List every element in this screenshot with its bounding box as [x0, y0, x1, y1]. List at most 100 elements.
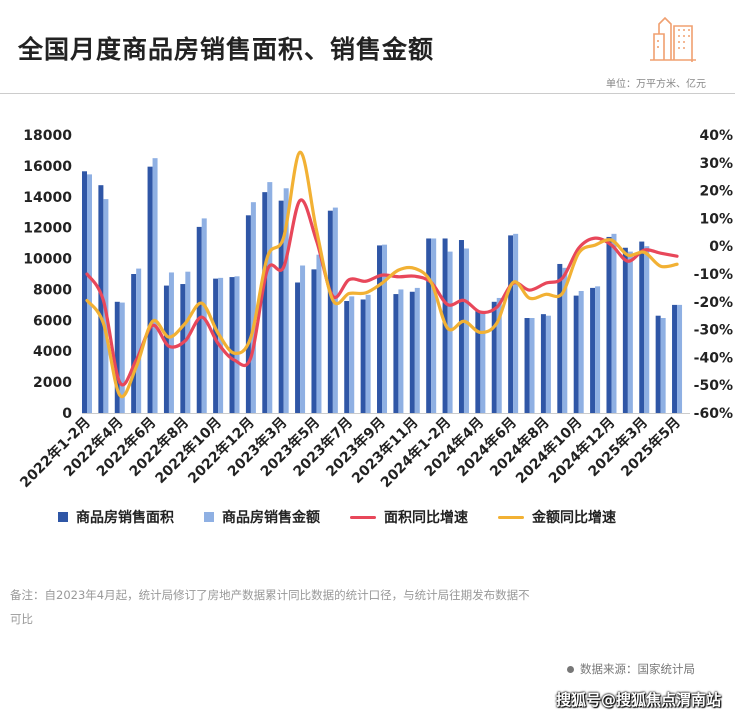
left-tick-label: 14000: [23, 190, 72, 206]
bar-area: [540, 314, 546, 413]
data-source: 数据来源：国家统计局: [567, 661, 695, 677]
bar-amount: [513, 233, 519, 413]
bar-area: [557, 263, 563, 413]
bar-area: [213, 278, 219, 413]
bar-area: [278, 200, 284, 413]
combo-chart: 0 2000 4000 6000 8000 10000 12000 14000 16000 180…: [17, 128, 733, 491]
footnote: 备注：自2023年4月起，统计局修订了房地产数据累计同比数据的统计口径，与统计局…: [10, 588, 530, 626]
bar-area: [639, 241, 645, 413]
line-amount-yoy: [85, 150, 679, 399]
bar-amount: [300, 265, 306, 413]
right-tick-label: 40%: [699, 128, 733, 144]
legend-swatch: [58, 512, 68, 522]
bar-area: [311, 269, 317, 413]
bar-area: [426, 238, 432, 413]
bar-area: [458, 240, 464, 413]
right-tick-label: -50%: [694, 378, 733, 394]
bar-amount: [250, 202, 256, 413]
bar-amount: [316, 254, 322, 413]
left-tick-label: 18000: [23, 128, 72, 144]
watermark: 搜狐号@搜狐焦点渭南站: [556, 691, 722, 709]
bar-amount: [595, 286, 601, 413]
bar-area: [229, 277, 235, 413]
bar-area: [393, 294, 399, 413]
bar-amount: [398, 289, 404, 413]
bar-area: [606, 236, 612, 413]
bar-amount: [185, 271, 191, 413]
left-tick-label: 8000: [33, 282, 72, 298]
source-text: 数据来源：国家统计局: [580, 662, 695, 676]
bar-area: [262, 192, 268, 413]
left-tick-label: 16000: [23, 159, 72, 175]
right-tick-label: 0%: [709, 239, 733, 255]
bar-amount: [283, 188, 289, 413]
legend-item-amount: 商品房销售金额: [204, 507, 320, 527]
legend-label: 金额同比增速: [532, 510, 616, 526]
right-tick-label: -30%: [694, 323, 733, 339]
bar-area: [147, 166, 153, 413]
bar-amount: [87, 174, 92, 413]
bar-area: [377, 245, 383, 413]
bar-area: [491, 301, 497, 413]
bar-amount: [677, 304, 683, 413]
right-tick-label: 10%: [699, 211, 733, 227]
bar-amount: [365, 294, 371, 413]
bar-amount: [578, 290, 584, 413]
right-tick-label: 30%: [699, 156, 733, 172]
bar-area: [327, 210, 333, 413]
left-tick-label: 10000: [23, 252, 72, 268]
bar-amount: [349, 296, 355, 413]
bar-amount: [267, 182, 273, 413]
unit-label: 单位：万平方米、亿元: [606, 79, 706, 90]
bar-amount: [529, 318, 535, 413]
bar-amount: [152, 158, 158, 413]
bar-amount: [463, 248, 469, 413]
right-tick-label: -40%: [694, 350, 733, 366]
legend-item-area-yoy: 面积同比增速: [350, 507, 468, 527]
bar-amount: [201, 218, 207, 413]
left-tick-label: 12000: [23, 221, 72, 237]
bar-area: [590, 287, 596, 413]
bar-area: [295, 282, 301, 413]
bar-area: [131, 274, 137, 413]
legend-swatch: [350, 515, 376, 519]
bar-area: [163, 285, 169, 413]
left-tick-label: 0: [62, 406, 72, 422]
legend-label: 商品房销售面积: [76, 510, 174, 526]
left-tick-label: 4000: [33, 344, 72, 360]
bar-amount: [136, 268, 142, 413]
legend-item-amount-yoy: 金额同比增速: [498, 507, 616, 527]
legend-item-area: 商品房销售面积: [58, 507, 174, 527]
divider: [0, 93, 735, 94]
bar-amount: [447, 251, 453, 413]
legend-swatch: [498, 515, 524, 519]
bar-amount: [332, 207, 338, 413]
bar-amount: [431, 238, 437, 413]
bar-amount: [627, 251, 633, 413]
bar-area: [475, 311, 481, 413]
bar-area: [622, 247, 628, 413]
bar-amount: [382, 244, 388, 413]
bar-area: [245, 215, 251, 413]
right-tick-label: -60%: [694, 406, 733, 422]
bar-amount: [660, 318, 666, 413]
bar-area: [524, 318, 530, 413]
right-tick-label: -20%: [694, 295, 733, 311]
bar-area: [360, 299, 366, 413]
bar-area: [655, 315, 661, 413]
bar-amount: [480, 312, 486, 413]
left-tick-label: 2000: [33, 375, 72, 391]
left-tick-label: 6000: [33, 313, 72, 329]
bar-amount: [168, 272, 174, 413]
right-tick-label: -10%: [694, 267, 733, 283]
bullet-icon: [567, 666, 574, 673]
bar-area: [98, 185, 104, 413]
bar-area: [672, 304, 678, 413]
bar-area: [409, 291, 415, 413]
legend-label: 商品房销售金额: [222, 510, 320, 526]
bar-area: [114, 301, 120, 413]
bar-amount: [119, 302, 125, 413]
page-title: 全国月度商品房销售面积、销售金额: [18, 35, 435, 64]
legend-label: 面积同比增速: [384, 510, 468, 526]
